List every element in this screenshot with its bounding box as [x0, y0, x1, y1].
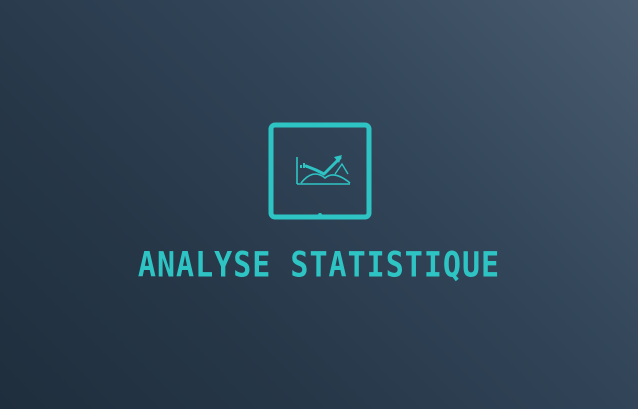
tablet-chart-icon [268, 122, 372, 220]
tablet-home-dot [318, 213, 322, 217]
chart-glyph [296, 155, 351, 185]
brand-title: ANALYSE STATISTIQUE [137, 245, 501, 286]
